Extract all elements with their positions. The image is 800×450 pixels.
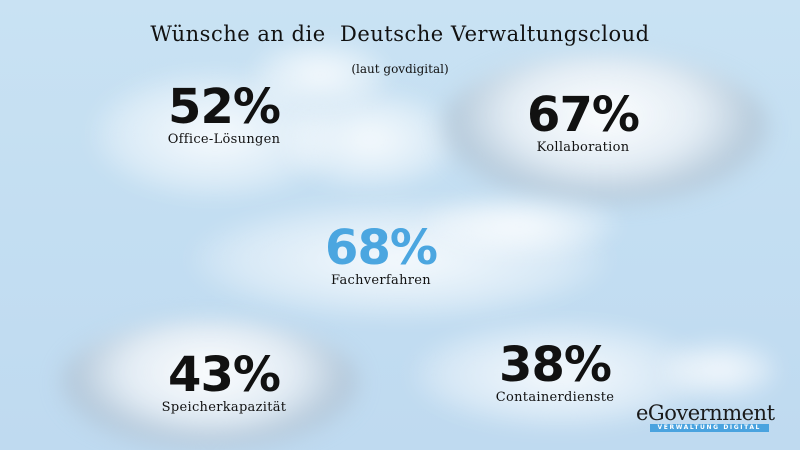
stat-speicher: 43% Speicherkapazität (162, 350, 287, 415)
stat-value: 68% (325, 220, 438, 276)
egovernment-logo: eGovernment VERWALTUNG DIGITAL (636, 402, 775, 432)
cloud-decoration (250, 40, 390, 110)
stat-value: 43% (168, 347, 281, 403)
cloud-decoration (440, 55, 770, 205)
stat-container: 38% Containerdienste (496, 340, 615, 405)
stat-office: 52% Office-Lösungen (168, 82, 281, 147)
cloud-decoration (420, 195, 620, 255)
stat-label: Office-Lösungen (167, 132, 281, 147)
stat-fachverfahren: 68% Fachverfahren (325, 220, 438, 288)
stat-label: Fachverfahren (331, 273, 431, 288)
stat-label: Kollaboration (536, 140, 630, 155)
chart-title: Wünsche an die Deutsche Verwaltungscloud (150, 22, 650, 46)
logo-name: eGovernment (636, 401, 775, 425)
stat-value: 67% (527, 87, 640, 143)
cloud-decoration (660, 340, 780, 400)
stat-value: 52% (168, 79, 281, 135)
stat-value: 38% (499, 337, 612, 393)
cloud-decoration (60, 320, 360, 450)
logo-tagline: VERWALTUNG DIGITAL (650, 424, 769, 432)
stat-kollaboration: 67% Kollaboration (527, 87, 640, 155)
chart-subtitle: (laut govdigital) (351, 62, 449, 76)
stat-label: Containerdienste (495, 390, 615, 405)
stat-label: Speicherkapazität (161, 400, 287, 415)
